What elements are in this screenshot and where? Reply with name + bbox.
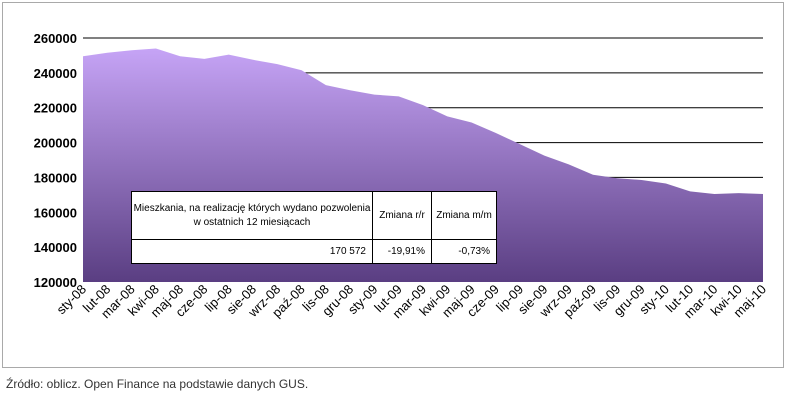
x-axis-ticks: sty-08lut-08mar-08kwi-08maj-08cze-08lip-…	[53, 282, 769, 322]
y-tick-label: 260000	[34, 31, 77, 46]
y-tick-label: 240000	[34, 66, 77, 81]
table-value: 170 572	[329, 245, 366, 257]
y-tick-label: 220000	[34, 101, 77, 116]
table-divider	[372, 192, 373, 263]
y-tick-label: 140000	[34, 240, 77, 255]
y-tick-label: 200000	[34, 136, 77, 151]
table-change-mm: -0,73%	[458, 245, 490, 257]
source-note: Źródło: oblicz. Open Finance na podstawi…	[6, 377, 309, 391]
y-tick-label: 180000	[34, 170, 77, 185]
chart-frame: 260000 240000 220000 200000 180000 160000 1400…	[2, 2, 784, 368]
y-axis-ticks: 260000 240000 220000 200000 180000 160000 1400…	[34, 31, 77, 290]
table-divider	[431, 192, 432, 263]
table-header-change-mm: Zmiana m/m	[436, 209, 492, 221]
data-table: Mieszkania, na realizację których wydano…	[131, 191, 497, 264]
table-change-yy: -19,91%	[387, 245, 425, 257]
y-tick-label: 120000	[34, 275, 77, 290]
table-header-change-yy: Zmiana r/r	[379, 209, 425, 221]
area-chart: 260000 240000 220000 200000 180000 160000 1400…	[34, 31, 770, 322]
y-tick-label: 160000	[34, 205, 77, 220]
table-header-label: Mieszkania, na realizację których wydano…	[133, 202, 371, 228]
table-divider	[132, 239, 496, 240]
